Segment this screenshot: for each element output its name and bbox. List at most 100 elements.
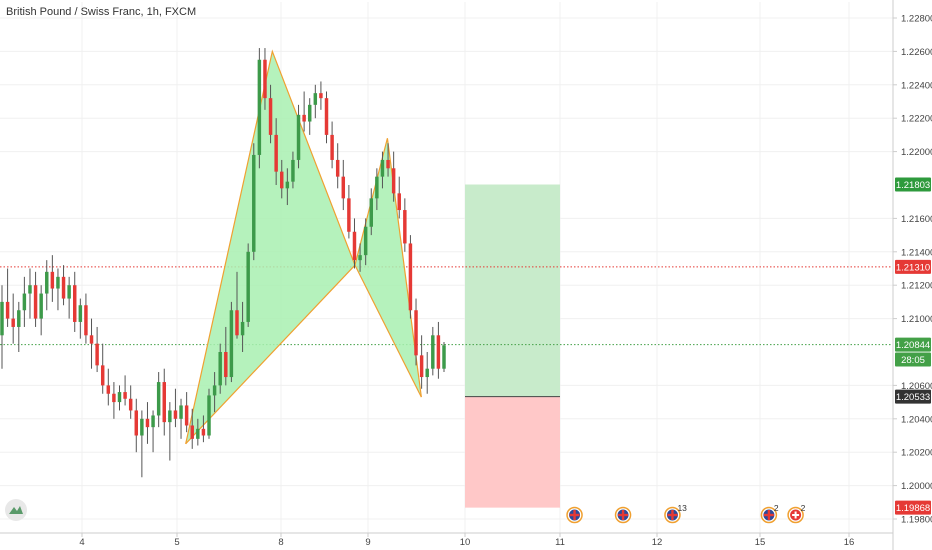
price-tag-bg bbox=[895, 337, 931, 352]
candle-body bbox=[162, 382, 166, 423]
candle-body bbox=[369, 198, 374, 227]
candle-body bbox=[212, 385, 217, 396]
candle-body bbox=[252, 154, 256, 252]
candle-body bbox=[100, 365, 105, 386]
candle-body bbox=[39, 293, 43, 319]
uk-flag-icon[interactable]: 2 bbox=[760, 503, 779, 524]
y-tick-label: 1.21200 bbox=[901, 281, 932, 292]
candle-body bbox=[380, 159, 385, 177]
price-tag-label: 1.21310 bbox=[896, 262, 930, 273]
x-tick-label: 10 bbox=[460, 537, 471, 548]
candle-body bbox=[375, 176, 379, 199]
event-count: 2 bbox=[801, 503, 806, 513]
candle-body bbox=[257, 59, 262, 155]
candle-body bbox=[240, 321, 245, 336]
y-tick-label: 1.20400 bbox=[901, 414, 932, 425]
candle-body bbox=[50, 271, 55, 289]
tradingview-logo[interactable] bbox=[5, 499, 27, 521]
profit-zone[interactable] bbox=[465, 184, 560, 397]
y-tick-label: 1.20600 bbox=[901, 381, 932, 392]
candle-body bbox=[89, 335, 94, 344]
event-count: 13 bbox=[677, 503, 687, 513]
candle-body bbox=[291, 159, 295, 182]
candle-body bbox=[431, 335, 435, 369]
candle-body bbox=[313, 93, 318, 105]
candle-body bbox=[229, 310, 234, 378]
flag-cross-v bbox=[573, 510, 576, 520]
pattern-xb-line bbox=[185, 264, 356, 445]
y-tick-label: 1.22600 bbox=[901, 47, 932, 58]
candle-body bbox=[11, 318, 15, 327]
price-tag-bg bbox=[895, 259, 931, 274]
candle-body bbox=[268, 98, 273, 135]
candle-body bbox=[67, 285, 71, 299]
flag-cross-v bbox=[621, 510, 625, 520]
candle-body bbox=[235, 310, 239, 336]
x-tick-label: 4 bbox=[79, 537, 84, 548]
candle-body bbox=[22, 293, 27, 311]
candle-body bbox=[246, 251, 250, 322]
candle-body bbox=[391, 168, 396, 194]
chart-title: British Pound / Swiss Franc, 1h, FXCM bbox=[6, 6, 197, 18]
candle-body bbox=[425, 368, 429, 378]
candle-body bbox=[28, 285, 32, 294]
candle-body bbox=[319, 93, 323, 99]
uk-flag-icon[interactable] bbox=[614, 506, 632, 524]
price-tag-label: 1.21803 bbox=[896, 180, 930, 191]
candle-body bbox=[140, 418, 144, 436]
y-tick-label: 1.20000 bbox=[901, 481, 932, 492]
y-tick-label: 1.21400 bbox=[901, 247, 932, 258]
candle-body bbox=[218, 352, 222, 386]
x-tick-label: 15 bbox=[755, 537, 766, 548]
uk-flag-icon[interactable]: 13 bbox=[664, 503, 687, 524]
candle-body bbox=[0, 301, 4, 336]
candle-body bbox=[201, 428, 206, 436]
price-tag-label: 1.19868 bbox=[896, 503, 930, 514]
candle-body bbox=[224, 352, 228, 378]
candle-body bbox=[179, 405, 183, 419]
candle-body bbox=[442, 345, 446, 369]
candle-body bbox=[95, 343, 99, 366]
candle-body bbox=[358, 255, 362, 261]
candle-body bbox=[72, 285, 77, 322]
y-tick-label: 1.22400 bbox=[901, 80, 932, 91]
price-tag-label: 1.20844 bbox=[896, 340, 930, 351]
candle-body bbox=[352, 231, 357, 261]
candle-body bbox=[151, 415, 155, 428]
candle-body bbox=[117, 392, 122, 403]
position-tool[interactable] bbox=[465, 184, 560, 508]
candle-body bbox=[173, 410, 178, 419]
y-tick-label: 1.21000 bbox=[901, 314, 932, 325]
candle-body bbox=[403, 210, 407, 244]
swiss-flag-icon[interactable]: 2 bbox=[787, 503, 806, 524]
candle-body bbox=[296, 114, 301, 160]
logo-mark bbox=[9, 506, 23, 514]
candle-body bbox=[419, 355, 424, 378]
candle-body bbox=[263, 59, 267, 99]
candle-body bbox=[335, 159, 340, 177]
candle-body bbox=[330, 134, 334, 160]
candle-body bbox=[324, 98, 329, 135]
y-tick-label: 1.21600 bbox=[901, 214, 932, 225]
candle-body bbox=[341, 176, 346, 199]
loss-zone[interactable] bbox=[465, 396, 560, 508]
events[interactable]: 13 2 2 bbox=[566, 503, 806, 524]
candle-body bbox=[78, 305, 83, 322]
y-tick-label: 1.22200 bbox=[901, 114, 932, 125]
candle-body bbox=[184, 405, 189, 426]
x-tick-label: 12 bbox=[652, 537, 663, 548]
candle-body bbox=[307, 104, 312, 122]
uk-flag-icon[interactable] bbox=[566, 506, 583, 524]
candle-body bbox=[280, 171, 284, 189]
candle-body bbox=[436, 335, 441, 369]
candle-body bbox=[128, 398, 133, 411]
price-tag-label: 28:05 bbox=[901, 355, 925, 366]
y-tick-label: 1.22000 bbox=[901, 147, 932, 158]
flag-cross-v bbox=[671, 510, 674, 520]
candle-body bbox=[196, 428, 200, 439]
candle-body bbox=[274, 134, 278, 172]
candle-body bbox=[134, 410, 139, 436]
candle-body bbox=[397, 193, 401, 211]
